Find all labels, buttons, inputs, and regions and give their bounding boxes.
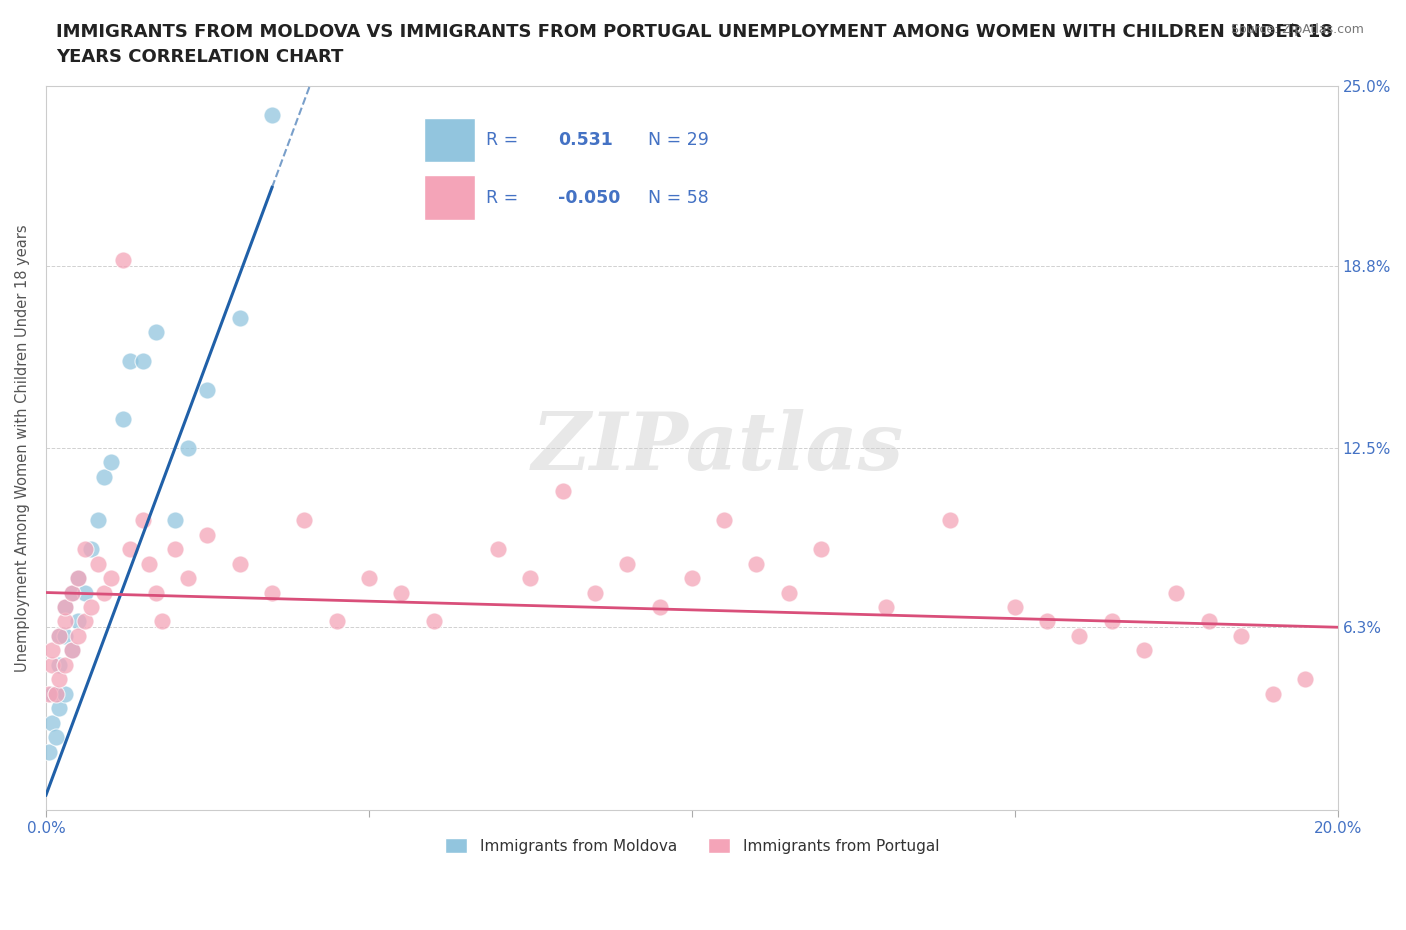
Point bbox=[145, 585, 167, 600]
Point bbox=[145, 325, 167, 339]
Point bbox=[112, 411, 135, 426]
Point bbox=[150, 614, 173, 629]
Point bbox=[38, 686, 60, 701]
Point bbox=[53, 600, 76, 615]
Point bbox=[48, 629, 70, 644]
Point bbox=[60, 643, 83, 658]
Point bbox=[1101, 614, 1123, 629]
Point bbox=[118, 541, 141, 556]
Point bbox=[1004, 600, 1026, 615]
Point bbox=[165, 512, 187, 527]
Point bbox=[53, 686, 76, 701]
Point bbox=[48, 701, 70, 716]
Point bbox=[583, 585, 606, 600]
Point bbox=[713, 512, 735, 527]
Point bbox=[1133, 643, 1156, 658]
Point bbox=[60, 585, 83, 600]
Point bbox=[132, 353, 155, 368]
Point bbox=[132, 512, 155, 527]
Point bbox=[422, 614, 444, 629]
Point bbox=[177, 571, 200, 586]
Point bbox=[41, 643, 63, 658]
Point bbox=[1036, 614, 1059, 629]
Point bbox=[48, 629, 70, 644]
Point bbox=[357, 571, 380, 586]
Point bbox=[389, 585, 412, 600]
Point bbox=[778, 585, 800, 600]
Point bbox=[112, 252, 135, 267]
Point bbox=[48, 658, 70, 672]
Point bbox=[1230, 629, 1253, 644]
Y-axis label: Unemployment Among Women with Children Under 18 years: Unemployment Among Women with Children U… bbox=[15, 224, 30, 671]
Point bbox=[118, 353, 141, 368]
Point bbox=[551, 484, 574, 498]
Point bbox=[939, 512, 962, 527]
Point bbox=[177, 441, 200, 456]
Point bbox=[45, 730, 67, 745]
Point bbox=[86, 512, 108, 527]
Point bbox=[45, 686, 67, 701]
Point bbox=[875, 600, 897, 615]
Point bbox=[648, 600, 671, 615]
Point bbox=[486, 541, 509, 556]
Point bbox=[73, 541, 96, 556]
Point bbox=[1294, 671, 1316, 686]
Point bbox=[60, 643, 83, 658]
Point bbox=[48, 671, 70, 686]
Legend: Immigrants from Moldova, Immigrants from Portugal: Immigrants from Moldova, Immigrants from… bbox=[439, 831, 945, 860]
Point bbox=[745, 556, 768, 571]
Point bbox=[616, 556, 638, 571]
Point bbox=[260, 585, 283, 600]
Point bbox=[67, 614, 90, 629]
Point bbox=[197, 527, 219, 542]
Point bbox=[810, 541, 832, 556]
Point bbox=[1166, 585, 1188, 600]
Point bbox=[67, 571, 90, 586]
Point bbox=[45, 686, 67, 701]
Point bbox=[260, 108, 283, 123]
Point bbox=[1263, 686, 1285, 701]
Point bbox=[229, 556, 252, 571]
Point bbox=[165, 541, 187, 556]
Point bbox=[197, 382, 219, 397]
Point bbox=[73, 614, 96, 629]
Text: YEARS CORRELATION CHART: YEARS CORRELATION CHART bbox=[56, 48, 343, 66]
Point bbox=[67, 571, 90, 586]
Point bbox=[53, 629, 76, 644]
Text: Source: ZipAtlas.com: Source: ZipAtlas.com bbox=[1230, 23, 1364, 36]
Point bbox=[325, 614, 347, 629]
Text: IMMIGRANTS FROM MOLDOVA VS IMMIGRANTS FROM PORTUGAL UNEMPLOYMENT AMONG WOMEN WIT: IMMIGRANTS FROM MOLDOVA VS IMMIGRANTS FR… bbox=[56, 23, 1333, 41]
Point bbox=[73, 585, 96, 600]
Point bbox=[1069, 629, 1091, 644]
Point bbox=[53, 658, 76, 672]
Point bbox=[60, 585, 83, 600]
Point bbox=[519, 571, 541, 586]
Point bbox=[93, 470, 115, 485]
Point bbox=[41, 658, 63, 672]
Point bbox=[41, 686, 63, 701]
Point bbox=[80, 600, 103, 615]
Point bbox=[100, 571, 122, 586]
Point bbox=[53, 614, 76, 629]
Point bbox=[138, 556, 160, 571]
Text: ZIPatlas: ZIPatlas bbox=[531, 409, 904, 486]
Point bbox=[80, 541, 103, 556]
Point bbox=[681, 571, 703, 586]
Point bbox=[1198, 614, 1220, 629]
Point bbox=[86, 556, 108, 571]
Point bbox=[67, 629, 90, 644]
Point bbox=[93, 585, 115, 600]
Point bbox=[41, 715, 63, 730]
Point bbox=[229, 311, 252, 325]
Point bbox=[292, 512, 315, 527]
Point bbox=[53, 600, 76, 615]
Point bbox=[100, 455, 122, 470]
Point bbox=[38, 744, 60, 759]
